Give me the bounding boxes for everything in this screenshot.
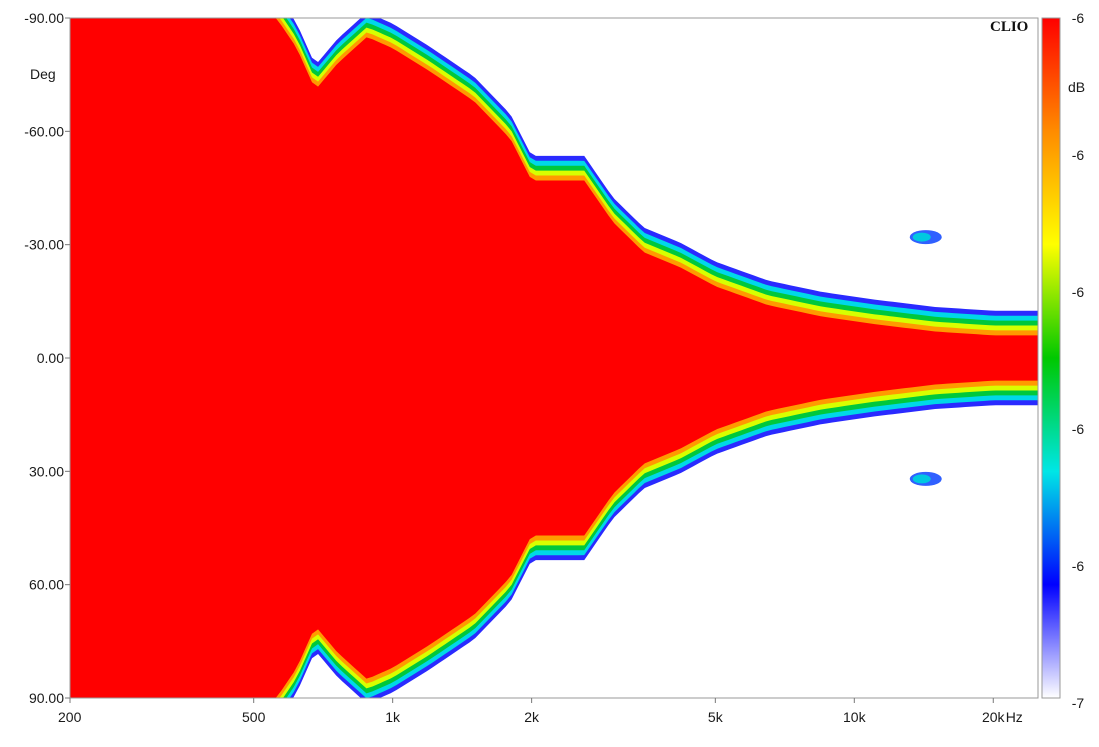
y-tick-label-5: 60.00	[29, 577, 64, 593]
x-tick-label-0: 200	[58, 709, 82, 725]
y-axis-label: Deg	[30, 66, 56, 82]
colorbar-tick-label-4: -6	[1072, 558, 1085, 574]
colorbar-tick-label-5: -7	[1072, 695, 1085, 711]
x-tick-label-4: 5k	[708, 709, 724, 725]
y-tick-label-3: 0.00	[37, 350, 64, 366]
blob-inner-1	[912, 474, 931, 484]
colorbar	[1041, 17, 1061, 699]
band-red	[70, 18, 1038, 698]
y-tick-label-0: -90.00	[24, 10, 64, 26]
blob-inner-0	[912, 232, 931, 242]
x-tick-label-3: 2k	[524, 709, 540, 725]
heatmap-bands	[70, 18, 1038, 698]
heatmap-blobs	[909, 230, 942, 486]
y-tick-label-6: 90.00	[29, 690, 64, 706]
x-tick-label-1: 500	[242, 709, 266, 725]
brand-logo-text: CLIO	[990, 19, 1028, 35]
colorbar-tick-label-2: -6	[1072, 284, 1085, 300]
x-axis-ticks: 200 500 1k 2k 5k 10k 20k Hz	[58, 698, 1023, 725]
x-axis-unit: Hz	[1006, 709, 1023, 725]
colorbar-unit: dB	[1068, 79, 1085, 95]
colorbar-ticks: -6 -6 -6 -6 -6 -7	[1072, 10, 1085, 711]
y-tick-label-4: 30.00	[29, 463, 64, 479]
colorbar-tick-label-3: -6	[1072, 421, 1085, 437]
y-tick-label-1: -60.00	[24, 123, 64, 139]
x-tick-label-6: 20k	[982, 709, 1006, 725]
y-tick-label-2: -30.00	[24, 237, 64, 253]
x-tick-label-5: 10k	[843, 709, 867, 725]
y-axis-ticks: -90.00 -60.00 -30.00 0.00 30.00 60.00 90.00	[24, 10, 70, 706]
x-tick-label-2: 1k	[385, 709, 401, 725]
colorbar-tick-label-1: -6	[1072, 147, 1085, 163]
colorbar-tick-label-0: -6	[1072, 10, 1085, 26]
